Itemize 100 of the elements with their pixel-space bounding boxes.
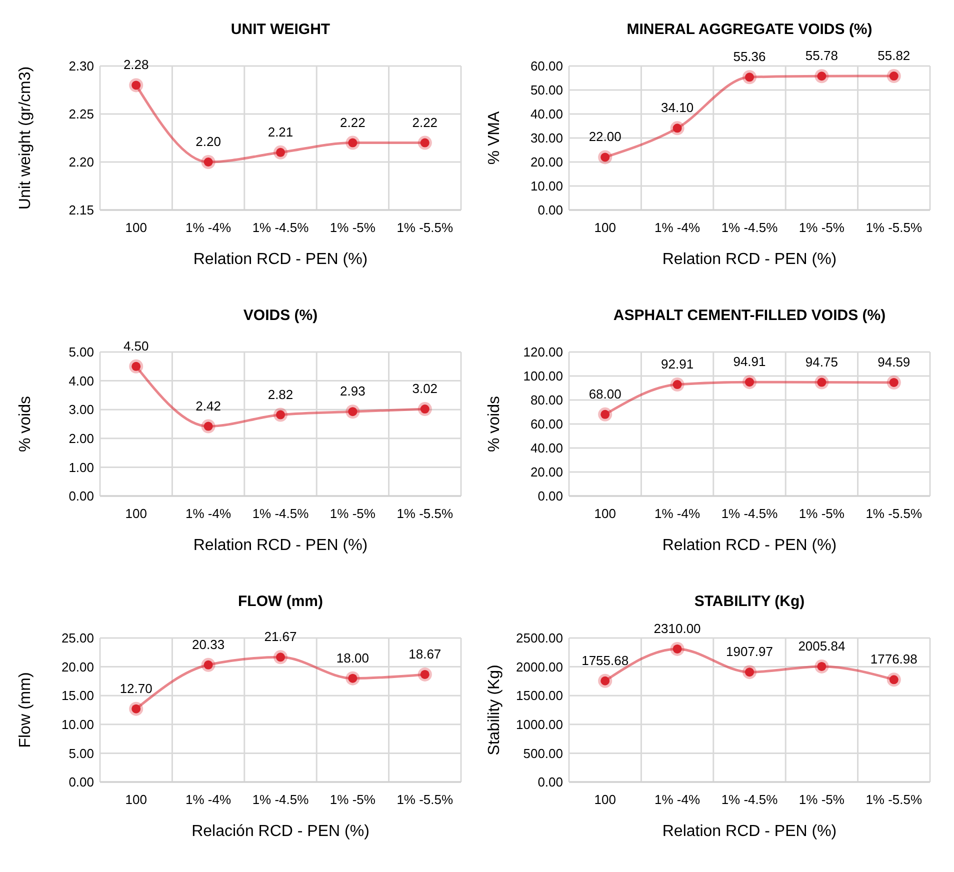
point xyxy=(886,375,901,390)
x-axis-title: Relation RCD - PEN (%) xyxy=(193,537,368,554)
x-tick-label: 1% -5.5% xyxy=(866,220,923,235)
x-tick-label: 1% -4% xyxy=(186,220,232,235)
point xyxy=(201,419,216,434)
data-label: 2.82 xyxy=(268,386,294,402)
x-tick-label: 100 xyxy=(125,220,147,235)
point xyxy=(129,78,144,92)
y-axis-title: % voids xyxy=(486,396,503,452)
data-label: 55.36 xyxy=(733,49,766,64)
point xyxy=(201,658,216,672)
data-label: 68.00 xyxy=(588,386,622,402)
data-label: 2.22 xyxy=(340,114,366,130)
x-tick-label: 1% -4.5% xyxy=(721,220,778,235)
y-tick-label: 1000.00 xyxy=(516,716,563,732)
y-tick-label: 3.00 xyxy=(68,402,94,418)
x-tick-label: 1% -4.5% xyxy=(721,506,778,521)
point xyxy=(598,674,612,688)
y-tick-label: 100.00 xyxy=(523,368,563,384)
x-tick-label: 1% -4% xyxy=(186,792,232,807)
x-axis-title: Relation RCD - PEN (%) xyxy=(662,537,837,554)
y-tick-label: 60.00 xyxy=(530,58,563,74)
data-label: 1907.97 xyxy=(726,644,773,660)
data-label: 2005.84 xyxy=(798,638,846,654)
y-tick-label: 60.00 xyxy=(530,416,563,432)
x-tick-label: 100 xyxy=(594,506,616,521)
data-label: 2.21 xyxy=(268,124,294,140)
data-label: 94.75 xyxy=(805,354,838,370)
x-axis-title: Relación RCD - PEN (%) xyxy=(192,823,370,840)
point xyxy=(886,69,901,84)
point xyxy=(814,375,829,390)
x-tick-label: 1% -5% xyxy=(330,792,376,807)
point xyxy=(274,408,288,422)
y-tick-label: 10.00 xyxy=(61,716,94,732)
y-tick-label: 2.00 xyxy=(68,430,94,446)
x-tick-label: 1% -4% xyxy=(186,506,232,521)
data-label: 92.91 xyxy=(661,356,694,372)
y-tick-label: 50.00 xyxy=(530,82,563,98)
y-tick-label: 2.20 xyxy=(68,154,94,170)
x-tick-label: 1% -4.5% xyxy=(721,792,778,807)
point xyxy=(346,136,360,150)
data-label: 55.78 xyxy=(805,48,838,64)
point xyxy=(418,136,432,150)
point xyxy=(742,70,756,84)
x-tick-label: 100 xyxy=(594,792,616,807)
x-tick-label: 1% -4.5% xyxy=(252,506,310,521)
chart-title: FLOW (mm) xyxy=(238,593,323,610)
chart-title: STABILITY (Kg) xyxy=(694,593,805,610)
data-label: 55.82 xyxy=(878,48,910,64)
point xyxy=(129,702,144,716)
y-tick-label: 2.30 xyxy=(68,58,94,74)
x-tick-label: 100 xyxy=(125,792,147,807)
y-axis-title: % voids xyxy=(17,396,34,452)
x-axis-title: Relation RCD - PEN (%) xyxy=(662,823,837,840)
y-tick-label: 25.00 xyxy=(61,630,94,646)
y-axis-title: Flow (mm) xyxy=(17,672,34,748)
data-label: 1776.98 xyxy=(870,652,918,667)
data-label: 3.02 xyxy=(412,381,438,396)
y-tick-label: 2.25 xyxy=(68,106,94,122)
y-axis-title: % VMA xyxy=(486,111,503,165)
x-tick-label: 1% -4% xyxy=(654,220,700,235)
y-tick-label: 2000.00 xyxy=(516,659,563,674)
data-label: 34.10 xyxy=(661,100,694,116)
point xyxy=(814,69,829,84)
point xyxy=(886,672,901,687)
y-tick-label: 5.00 xyxy=(68,746,94,761)
y-tick-label: 500.00 xyxy=(523,746,563,761)
data-label: 2.20 xyxy=(196,134,221,149)
y-axis-title: Stability (Kg) xyxy=(486,664,503,756)
y-tick-label: 0.00 xyxy=(538,774,563,790)
x-tick-label: 1% -5.5% xyxy=(866,506,923,521)
data-label: 2.42 xyxy=(196,398,221,414)
x-tick-label: 1% -5% xyxy=(798,220,845,235)
x-tick-label: 1% -5% xyxy=(330,506,376,521)
point xyxy=(274,145,288,160)
chart-title: MINERAL AGGREGATE VOIDS (%) xyxy=(626,21,872,38)
y-tick-label: 1500.00 xyxy=(516,688,563,704)
x-tick-label: 100 xyxy=(594,220,616,235)
y-tick-label: 0.00 xyxy=(538,488,563,504)
data-label: 1755.68 xyxy=(582,652,629,668)
x-axis-title: Relation RCD - PEN (%) xyxy=(662,251,837,268)
x-tick-label: 1% -5.5% xyxy=(396,220,454,235)
point xyxy=(742,665,756,680)
x-tick-label: 1% -5.5% xyxy=(396,506,454,521)
y-tick-label: 1.00 xyxy=(68,460,94,475)
point xyxy=(670,121,684,136)
point xyxy=(129,359,144,374)
y-tick-label: 2500.00 xyxy=(516,630,563,646)
x-tick-label: 100 xyxy=(125,506,147,521)
y-tick-label: 30.00 xyxy=(530,130,563,146)
y-tick-label: 0.00 xyxy=(538,202,563,218)
point xyxy=(346,671,360,686)
point xyxy=(201,155,216,169)
x-tick-label: 1% -5% xyxy=(798,792,845,807)
point xyxy=(670,378,684,392)
chart-title: UNIT WEIGHT xyxy=(230,21,330,38)
data-label: 2.28 xyxy=(123,57,149,72)
point xyxy=(814,659,829,674)
data-label: 2.93 xyxy=(340,384,366,399)
x-tick-label: 1% -5% xyxy=(798,506,845,521)
